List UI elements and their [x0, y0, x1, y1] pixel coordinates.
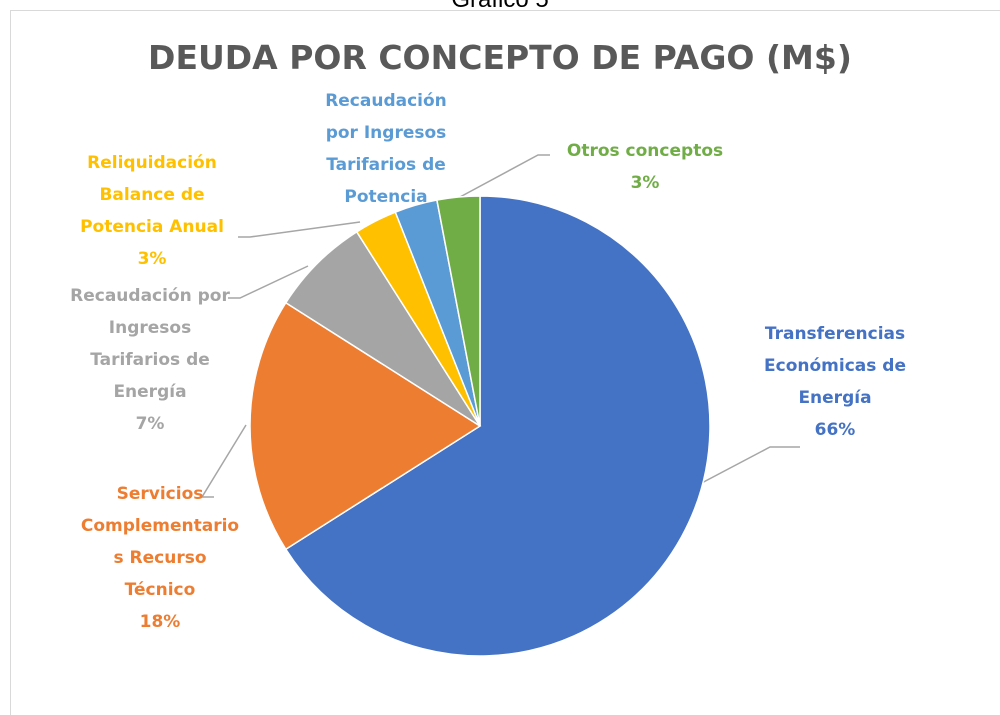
- category-label: Reliquidación Balance de Potencia Anual: [80, 153, 224, 237]
- chart-title: DEUDA POR CONCEPTO DE PAGO (M$): [148, 38, 852, 77]
- value-label: 3%: [137, 249, 167, 269]
- leader-line: [459, 154, 550, 198]
- pie-slice: [284, 230, 481, 427]
- value-label: 66%: [814, 420, 856, 440]
- data-label: Servicios Complementarios Recurso Técnic…: [80, 478, 240, 638]
- pie-slice: [436, 195, 481, 427]
- data-label: Transferencias Económicas de Energía 66%: [740, 318, 930, 446]
- category-label: Transferencias Económicas de Energía: [764, 324, 906, 408]
- category-label: Otros conceptos: [566, 141, 724, 161]
- data-label: Otros conceptos 3%: [545, 135, 745, 199]
- data-label: Recaudación por Ingresos Tarifarios de P…: [311, 85, 461, 213]
- caption: Gráfico 5: [0, 0, 1000, 14]
- leader-line: [200, 424, 247, 498]
- value-label: 3%: [630, 173, 660, 193]
- chart-frame: [10, 10, 1000, 715]
- category-label: Servicios Complementarios Recurso Técnic…: [80, 484, 240, 600]
- pie-slice: [249, 301, 482, 551]
- leader-line: [238, 221, 361, 238]
- value-label: 7%: [135, 414, 165, 434]
- data-label: Reliquidación Balance de Potencia Anual 3…: [62, 147, 242, 275]
- category-label: Recaudación por Ingresos Tarifarios de E…: [70, 286, 230, 402]
- data-label: Recaudación por Ingresos Tarifarios de E…: [65, 280, 235, 440]
- pie-slice: [284, 195, 711, 657]
- leader-line: [228, 265, 309, 299]
- value-label: 18%: [139, 612, 181, 632]
- category-label: Recaudación por Ingresos Tarifarios de P…: [325, 91, 447, 207]
